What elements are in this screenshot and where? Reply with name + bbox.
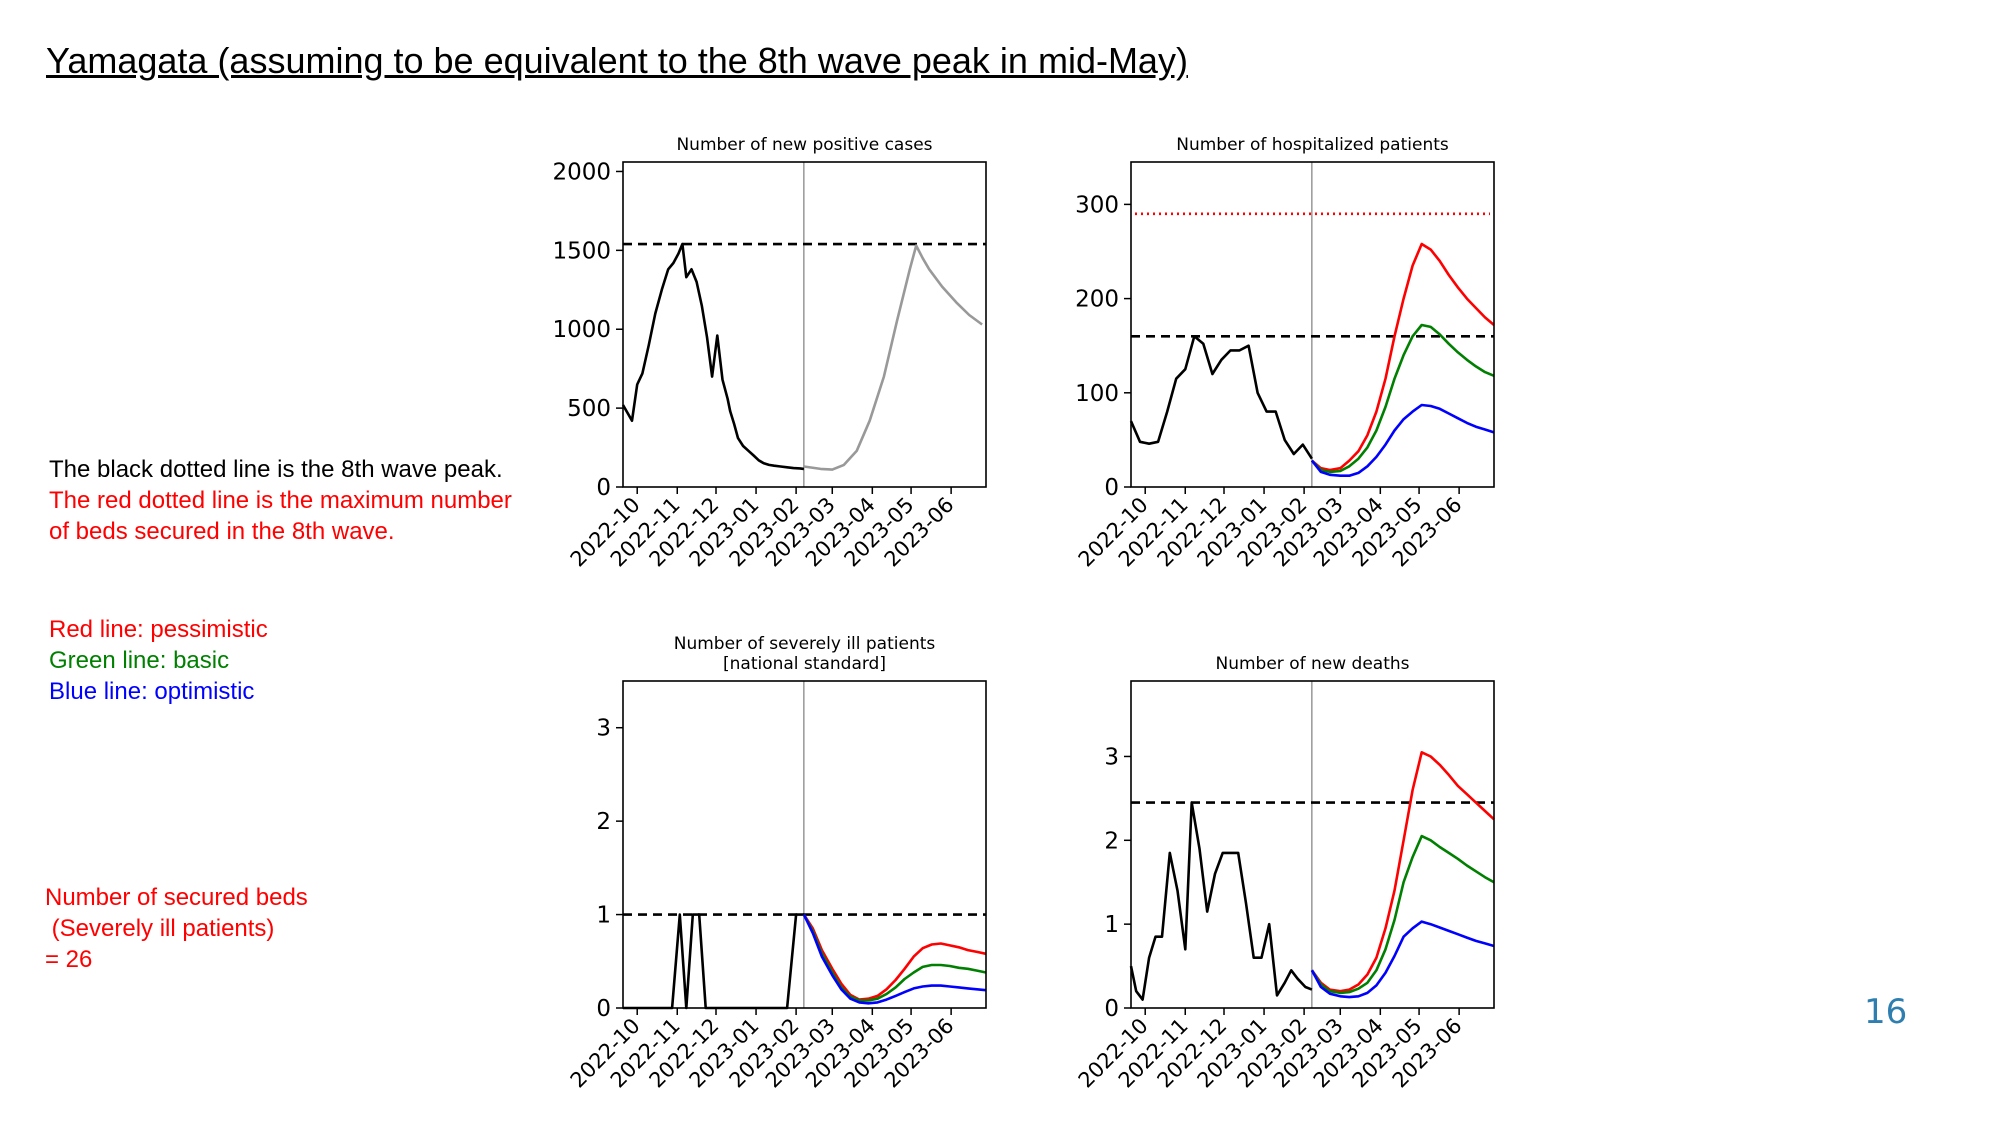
y-tick-label: 200	[1075, 287, 1119, 313]
series-line-blue	[1310, 920, 1495, 999]
y-tick-label: 3	[596, 716, 611, 742]
series-line-gray	[803, 244, 983, 471]
series-line-red	[802, 913, 987, 1001]
series-line-black	[623, 913, 804, 1010]
y-tick-label: 0	[596, 996, 611, 1022]
chart-4: Number of new deaths01232022-102022-1120…	[1074, 654, 1495, 1093]
series-line-green	[802, 913, 987, 1002]
chart-3: Number of severely ill patients[national…	[566, 634, 987, 1093]
y-tick-label: 100	[1075, 381, 1119, 407]
series-line-red	[1311, 242, 1495, 472]
chart-title: Number of hospitalized patients	[1176, 135, 1449, 155]
chart-title: Number of new positive cases	[676, 135, 932, 155]
chart-title: Number of severely ill patients	[674, 634, 936, 654]
series-line-black	[1129, 334, 1313, 460]
y-tick-label: 0	[1104, 996, 1119, 1022]
y-tick-label: 500	[567, 396, 611, 422]
legend-basic: Green line: basic	[49, 647, 230, 674]
series-line-black	[621, 242, 805, 471]
note-black-line: The black dotted line is the 8th wave pe…	[49, 456, 503, 483]
chart-2: Number of hospitalized patients 0 100 200 30…	[1074, 135, 1495, 572]
series-line-green	[1310, 834, 1495, 995]
legend-pessimistic: Red line: pessimistic	[49, 616, 268, 643]
note-red-line-1: The red dotted line is the maximum numbe…	[49, 487, 512, 514]
y-tick-label: 1000	[552, 317, 611, 343]
series-line-black	[1129, 801, 1313, 1001]
secured-beds-label-1: Number of secured beds	[45, 884, 308, 911]
y-tick-label: 0	[1104, 475, 1119, 501]
y-tick-label: 300	[1075, 192, 1119, 218]
series-line-green	[1310, 323, 1495, 474]
y-tick-label: 2	[596, 809, 611, 835]
page-number: 16	[1864, 992, 1908, 1032]
note-red-line-2: of beds secured in the 8th wave.	[49, 518, 395, 545]
y-tick-label: 0	[596, 475, 611, 501]
slide-title: Yamagata (assuming to be equivalent to t…	[46, 40, 1188, 81]
y-tick-label: 1500	[552, 238, 611, 264]
plot-frame	[622, 680, 987, 1009]
y-tick-label: 3	[1104, 744, 1119, 770]
chart-title: [national standard]	[723, 654, 886, 674]
series-line-red	[1310, 750, 1495, 993]
y-tick-label: 2000	[552, 159, 611, 185]
y-tick-label: 1	[1104, 912, 1119, 938]
plot-frame	[1130, 680, 1495, 1009]
series-line-blue	[802, 914, 987, 1005]
legend-optimistic: Blue line: optimistic	[49, 678, 255, 705]
secured-beds-label-2: (Severely ill patients)	[45, 915, 275, 942]
series-line-blue	[1310, 403, 1495, 478]
secured-beds-value: = 26	[45, 946, 93, 973]
y-tick-label: 2	[1104, 828, 1119, 854]
chart-1: Number of new positive cases 0 500 1000 1500…	[552, 135, 987, 572]
plot-frame	[622, 161, 987, 488]
plot-frame	[1130, 161, 1495, 488]
y-tick-label: 1	[596, 903, 611, 929]
chart-title: Number of new deaths	[1216, 654, 1410, 674]
